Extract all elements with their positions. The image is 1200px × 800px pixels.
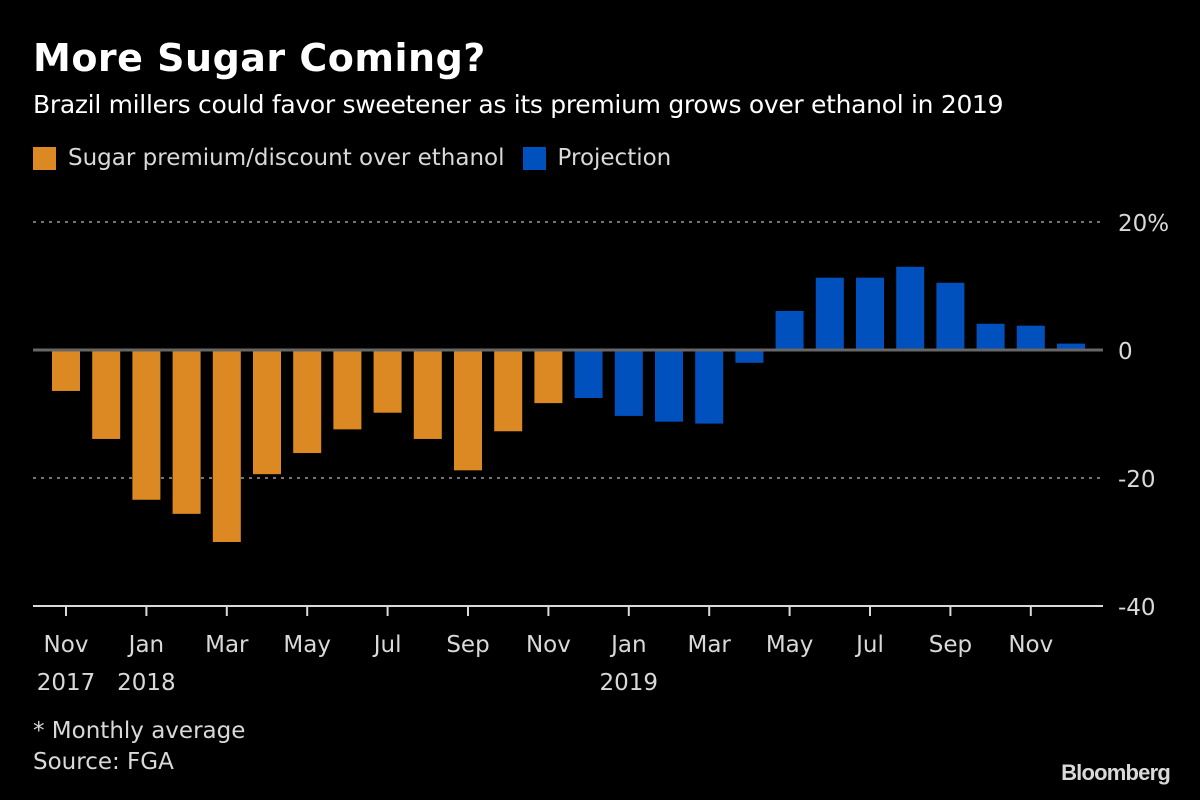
legend: Sugar premium/discount over ethanol Proj… — [33, 145, 689, 171]
bar-projection — [815, 277, 844, 350]
x-tick-label-month: Jul — [854, 632, 884, 658]
axes — [33, 348, 1103, 616]
legend-label-sugar: Sugar premium/discount over ethanol — [68, 145, 505, 171]
bar-sugar — [253, 350, 281, 475]
bar-sugar — [52, 350, 80, 391]
bar-projection — [775, 310, 804, 350]
bar-projection — [976, 323, 1005, 350]
x-tick-label-month: May — [766, 632, 814, 658]
chart-title: More Sugar Coming? — [33, 36, 486, 80]
x-tick-label-month: Jul — [372, 632, 402, 658]
footnote: * Monthly average Source: FGA — [33, 716, 245, 778]
gridlines — [33, 221, 1103, 479]
bar-sugar — [373, 350, 402, 413]
bar-projection — [735, 350, 764, 363]
bar-projection — [574, 350, 603, 398]
bars — [52, 266, 1085, 542]
bar-sugar — [212, 350, 241, 542]
x-tick-label-month: Jan — [609, 632, 646, 658]
y-tick-label: -20 — [1118, 467, 1156, 493]
bar-projection — [614, 350, 643, 416]
x-tick-label-month: Nov — [44, 632, 89, 658]
bar-sugar — [92, 350, 121, 439]
bar-projection — [856, 277, 884, 350]
legend-item-sugar: Sugar premium/discount over ethanol — [33, 145, 505, 171]
x-tick-label-month: Mar — [205, 632, 249, 658]
bar-projection — [1057, 343, 1085, 350]
x-tick-label-month: Sep — [446, 632, 489, 658]
legend-swatch-sugar — [33, 146, 56, 170]
x-tick-label-month: Jan — [127, 632, 164, 658]
bar-sugar — [293, 350, 322, 454]
x-tick-label-year: 2017 — [37, 670, 96, 696]
bar-sugar — [333, 350, 362, 430]
legend-label-projection: Projection — [557, 145, 672, 171]
footnote-note: * Monthly average — [33, 718, 246, 744]
bar-sugar — [132, 350, 161, 500]
bar-sugar — [413, 350, 442, 439]
bar-sugar — [454, 350, 482, 471]
chart-subtitle: Brazil millers could favor sweetener as … — [33, 90, 1004, 119]
legend-swatch-projection — [522, 146, 546, 170]
y-tick-label: 0 — [1118, 339, 1133, 365]
x-tick-label-year: 2019 — [600, 670, 659, 696]
x-tick-label-year: 2018 — [117, 670, 176, 696]
y-tick-label: -40 — [1118, 595, 1156, 621]
bar-sugar — [494, 350, 523, 432]
bar-projection — [695, 350, 724, 424]
bar-projection — [655, 350, 683, 422]
bar-projection — [1016, 325, 1045, 350]
bar-projection — [896, 266, 925, 350]
x-tick-label-month: Nov — [1008, 632, 1053, 658]
bar-sugar — [534, 350, 563, 404]
bar-sugar — [172, 350, 201, 514]
y-tick-label: 20% — [1118, 211, 1169, 237]
x-tick-label-month: Sep — [929, 632, 972, 658]
tick-labels: 20% 0 -20 -40 Nov 2017 Jan 2018 Mar May Jul Sep Nov J… — [37, 211, 1169, 696]
x-tick-label-month: Nov — [526, 632, 571, 658]
x-tick-label-month: Mar — [687, 632, 731, 658]
footnote-source: Source: FGA — [33, 749, 174, 775]
bloomberg-logo: Bloomberg — [1061, 760, 1171, 785]
legend-item-projection: Projection — [522, 145, 672, 171]
bar-projection — [936, 282, 965, 350]
x-tick-label-month: May — [283, 632, 331, 658]
